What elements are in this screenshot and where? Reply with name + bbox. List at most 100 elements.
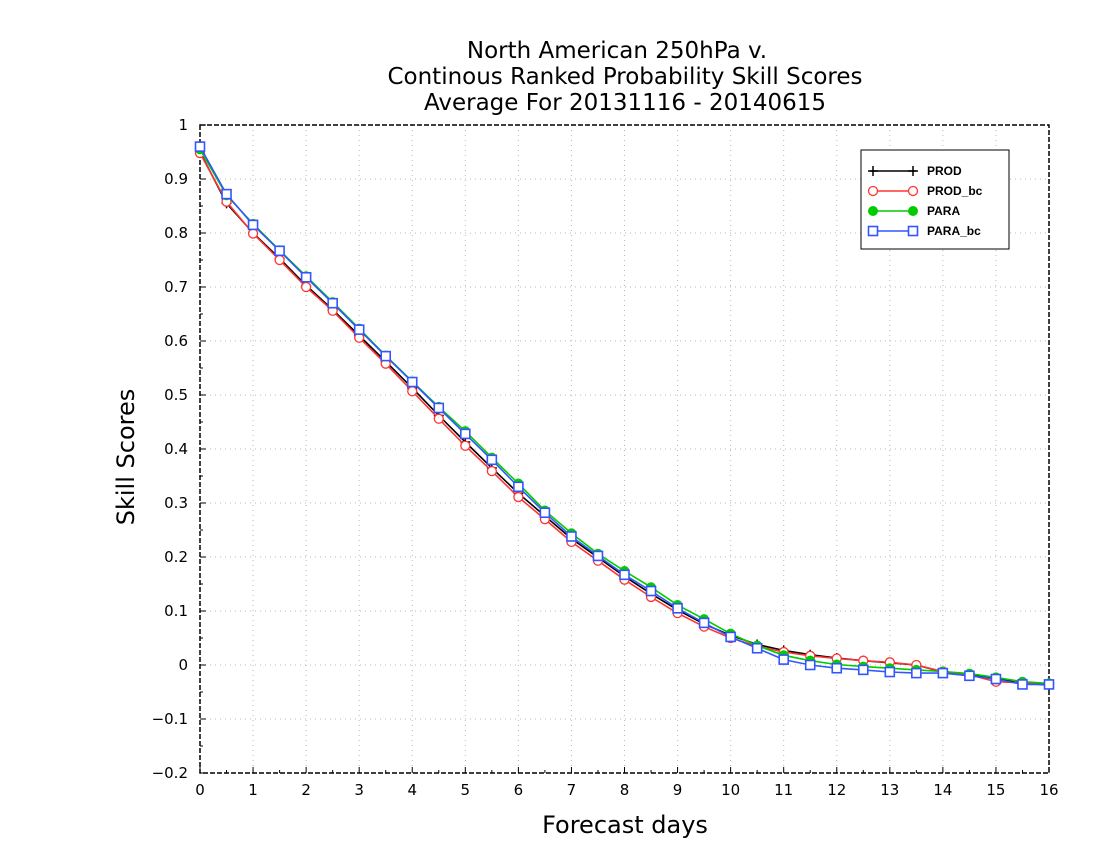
data-point (751, 642, 763, 654)
series-para-bc (194, 141, 1055, 690)
data-point (884, 666, 896, 678)
legend-marker (868, 206, 878, 216)
x-tick-label: 4 (407, 781, 417, 799)
x-tick-label: 3 (354, 781, 364, 799)
y-tick-label: 0.3 (164, 494, 188, 512)
x-tick-label: 10 (721, 781, 740, 799)
data-point (592, 550, 604, 562)
data-point (857, 664, 869, 676)
legend-marker (867, 185, 879, 197)
legend-entries: PROD PROD_bc PARA PARA_bc (867, 164, 983, 238)
data-point (566, 531, 577, 542)
data-point (964, 670, 975, 682)
data-point (406, 376, 418, 388)
series-layer (194, 141, 1055, 690)
data-point (937, 667, 949, 679)
legend-marker (908, 166, 918, 176)
y-tick-label: 0.7 (164, 278, 188, 296)
chart-title-line-3: Average For 20131116 - 20140615 (424, 90, 826, 116)
legend-marker (907, 225, 919, 237)
data-point (433, 413, 444, 424)
data-point (380, 350, 392, 362)
data-point (300, 281, 312, 293)
y-tick-label: 0.2 (164, 548, 188, 566)
chart-title-line-1: North American 250hPa v. (467, 38, 767, 64)
data-point (486, 465, 497, 477)
x-tick-label: 5 (461, 781, 471, 799)
data-point (1043, 679, 1055, 690)
x-tick-label: 16 (1039, 781, 1058, 799)
legend-marker (907, 185, 919, 197)
data-point (513, 481, 524, 493)
data-point (247, 219, 259, 231)
y-tick-label: 0.1 (164, 602, 188, 620)
y-tick-label: 0.5 (164, 386, 188, 404)
x-tick-label: 13 (880, 781, 899, 799)
legend: PROD PROD_bc PARA PARA_bc (860, 149, 1010, 250)
data-point (460, 428, 471, 440)
x-axis: 0 1 2 3 4 5 6 7 8 9 10 11 12 13 14 15 16 (195, 767, 1059, 799)
data-point (911, 667, 922, 679)
data-point (221, 188, 232, 200)
data-point (645, 585, 657, 597)
data-point (672, 602, 683, 614)
legend-label: PARA (927, 204, 960, 218)
x-tick-label: 1 (248, 781, 258, 799)
legend-marker (908, 206, 918, 216)
data-point (539, 507, 551, 519)
x-axis-title: Forecast days (542, 811, 708, 839)
data-point (194, 141, 206, 152)
y-tick-label: −0.1 (152, 710, 188, 728)
data-point (698, 617, 710, 629)
data-point (300, 271, 312, 283)
legend-box (860, 149, 1010, 250)
y-tick-label: −0.2 (152, 764, 188, 782)
data-point (327, 297, 338, 309)
x-tick-label: 2 (301, 781, 311, 799)
y-axis: 1 0.9 0.8 0.7 0.6 0.5 0.4 0.3 0.2 0.1 0 −0.1 −0.2 (152, 116, 206, 782)
x-tick-label: 15 (986, 781, 1005, 799)
x-tick-label: 6 (514, 781, 524, 799)
data-point (725, 631, 736, 643)
y-tick-label: 0.6 (164, 332, 188, 350)
legend-label: PARA_bc (927, 224, 981, 238)
data-point (433, 402, 445, 414)
x-tick-label: 8 (620, 781, 630, 799)
y-tick-label: 0.8 (164, 224, 188, 242)
data-point (804, 659, 816, 671)
data-point (274, 254, 285, 266)
chart-title: North American 250hPa v. Continous Ranke… (387, 38, 862, 116)
data-point (486, 454, 498, 466)
y-tick-label: 0.9 (164, 170, 188, 188)
chart-title-line-2: Continous Ranked Probability Skill Score… (387, 64, 862, 90)
x-tick-label: 9 (673, 781, 683, 799)
legend-marker (867, 225, 879, 237)
y-tick-label: 0 (178, 656, 188, 674)
y-tick-label: 1 (178, 116, 188, 134)
y-tick-label: 0.4 (164, 440, 188, 458)
data-point (460, 440, 471, 451)
x-tick-label: 14 (933, 781, 952, 799)
data-point (619, 569, 630, 581)
data-point (407, 386, 418, 397)
data-point (353, 324, 365, 335)
data-point (274, 245, 285, 257)
legend-entry-prod-bc: PROD_bc (867, 184, 983, 198)
data-point (831, 662, 843, 674)
x-tick-label: 12 (827, 781, 846, 799)
legend-entry-para-bc: PARA_bc (867, 224, 981, 238)
data-point (1017, 679, 1028, 690)
y-axis-title: Skill Scores (112, 389, 140, 526)
data-point (778, 654, 789, 665)
legend-label: PROD_bc (927, 184, 983, 198)
legend-label: PROD (927, 164, 962, 178)
data-point (513, 491, 524, 503)
x-tick-label: 11 (774, 781, 793, 799)
data-point (990, 673, 1002, 685)
x-tick-label: 7 (567, 781, 577, 799)
legend-entry-para: PARA (868, 204, 960, 218)
legend-marker (868, 166, 878, 176)
x-tick-label: 0 (195, 781, 205, 799)
legend-entry-prod: PROD (868, 164, 962, 178)
